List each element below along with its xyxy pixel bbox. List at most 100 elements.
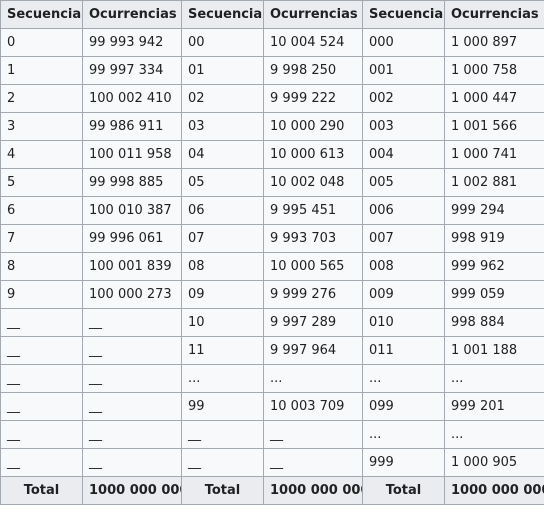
occurrences-cell: 99 997 334 — [82, 56, 182, 85]
sequence-cell: 08 — [181, 252, 264, 281]
table-row: __ __............ — [0, 364, 544, 393]
occurrences-cell: 100 000 273 — [82, 280, 182, 309]
sequence-cell: 009 — [362, 280, 445, 309]
occurrences-cell: 100 010 387 — [82, 196, 182, 225]
sequence-cell: 099 — [362, 392, 445, 421]
table-row: 0 99 993 942 00 10 004 524 000 1 000 897 — [0, 28, 544, 57]
table-row: 1 99 997 334 01 9 998 250 001 1 000 758 — [0, 56, 544, 85]
occurrences-cell: __ — [82, 420, 182, 449]
sequence-cell: __ — [0, 420, 83, 449]
occurrences-cell: 9 999 276 — [263, 280, 363, 309]
header-occurrences-3: Ocurrencias — [444, 0, 544, 29]
total-value-3: 1000 000 000 — [444, 476, 544, 505]
occurrences-cell: 1 001 188 — [444, 336, 544, 365]
sequence-cell: 2 — [0, 84, 83, 113]
occurrences-cell: 9 999 222 — [263, 84, 363, 113]
sequence-cell: __ — [0, 392, 83, 421]
total-label-1: Total — [0, 476, 83, 505]
table-row: __ __ __ __ 999 1 000 905 — [0, 448, 544, 477]
sequence-cell: 010 — [362, 308, 445, 337]
sequence-cell: 10 — [181, 308, 264, 337]
occurrences-cell: 1 001 566 — [444, 112, 544, 141]
sequence-cell: ... — [362, 420, 445, 449]
sequence-cell: 11 — [181, 336, 264, 365]
occurrences-cell: 1 000 447 — [444, 84, 544, 113]
occurrences-cell: 999 294 — [444, 196, 544, 225]
total-label-2: Total — [181, 476, 264, 505]
table-row: 9 100 000 273 09 9 999 276 009 999 059 — [0, 280, 544, 309]
sequence-cell: 02 — [181, 84, 264, 113]
occurrences-cell: ... — [444, 420, 544, 449]
sequence-cell: 006 — [362, 196, 445, 225]
sequence-cell: ... — [181, 364, 264, 393]
total-label-3: Total — [362, 476, 445, 505]
sequence-cell: 9 — [0, 280, 83, 309]
occurrences-cell: 99 996 061 — [82, 224, 182, 253]
sequence-cell: 06 — [181, 196, 264, 225]
sequence-cell: 99 — [181, 392, 264, 421]
sequence-cell: __ — [181, 420, 264, 449]
occurrences-table: Secuencia Ocurrencias Secuencia Ocurrenc… — [0, 0, 544, 505]
occurrences-cell: __ — [82, 308, 182, 337]
sequence-cell: ... — [362, 364, 445, 393]
sequence-cell: 3 — [0, 112, 83, 141]
occurrences-cell: __ — [82, 448, 182, 477]
sequence-cell: 6 — [0, 196, 83, 225]
occurrences-cell: 10 004 524 — [263, 28, 363, 57]
sequence-cell: __ — [0, 308, 83, 337]
occurrences-cell: ... — [263, 364, 363, 393]
sequence-cell: 5 — [0, 168, 83, 197]
sequence-cell: 007 — [362, 224, 445, 253]
header-sequence-3: Secuencia — [362, 0, 445, 29]
occurrences-cell: 99 993 942 — [82, 28, 182, 57]
sequence-cell: 000 — [362, 28, 445, 57]
sequence-cell: 005 — [362, 168, 445, 197]
sequence-cell: __ — [0, 364, 83, 393]
sequence-cell: 008 — [362, 252, 445, 281]
header-occurrences-2: Ocurrencias — [263, 0, 363, 29]
table-row: __ __ 99 10 003 709 099 999 201 — [0, 392, 544, 421]
table-row: __ __ 11 9 997 964 011 1 001 188 — [0, 336, 544, 365]
occurrences-cell: 1 000 758 — [444, 56, 544, 85]
occurrences-cell: 1 000 897 — [444, 28, 544, 57]
sequence-cell: 999 — [362, 448, 445, 477]
occurrences-cell: __ — [263, 448, 363, 477]
occurrences-cell: __ — [82, 392, 182, 421]
table-row: 2 100 002 410 02 9 999 222 002 1 000 447 — [0, 84, 544, 113]
occurrences-cell: 10 000 565 — [263, 252, 363, 281]
sequence-cell: 03 — [181, 112, 264, 141]
occurrences-cell: 998 919 — [444, 224, 544, 253]
occurrences-cell: 10 000 613 — [263, 140, 363, 169]
sequence-cell: 05 — [181, 168, 264, 197]
header-sequence-2: Secuencia — [181, 0, 264, 29]
occurrences-cell: 1 000 741 — [444, 140, 544, 169]
sequence-cell: 09 — [181, 280, 264, 309]
sequence-cell: __ — [181, 448, 264, 477]
total-value-2: 1000 000 000 — [263, 476, 363, 505]
table-row: 3 99 986 911 03 10 000 290 003 1 001 566 — [0, 112, 544, 141]
total-value-1: 1000 000 000 — [82, 476, 182, 505]
sequence-cell: 04 — [181, 140, 264, 169]
sequence-cell: 8 — [0, 252, 83, 281]
sequence-cell: 01 — [181, 56, 264, 85]
occurrences-cell: 999 201 — [444, 392, 544, 421]
occurrences-cell: 100 011 958 — [82, 140, 182, 169]
occurrences-cell: 100 001 839 — [82, 252, 182, 281]
occurrences-cell: 100 002 410 — [82, 84, 182, 113]
table-row: 6 100 010 387 06 9 995 451 006 999 294 — [0, 196, 544, 225]
total-row: Total 1000 000 000 Total 1000 000 000 To… — [0, 476, 544, 505]
header-row: Secuencia Ocurrencias Secuencia Ocurrenc… — [0, 0, 544, 29]
table-row: 7 99 996 061 07 9 993 703 007 998 919 — [0, 224, 544, 253]
sequence-cell: 002 — [362, 84, 445, 113]
sequence-cell: 1 — [0, 56, 83, 85]
occurrences-cell: 9 997 289 — [263, 308, 363, 337]
table-row: __ __ 10 9 997 289 010 998 884 — [0, 308, 544, 337]
occurrences-cell: 1 000 905 — [444, 448, 544, 477]
occurrences-cell: 9 993 703 — [263, 224, 363, 253]
occurrences-cell: 9 997 964 — [263, 336, 363, 365]
header-occurrences-1: Ocurrencias — [82, 0, 182, 29]
occurrences-cell: 1 002 881 — [444, 168, 544, 197]
sequence-cell: 07 — [181, 224, 264, 253]
sequence-cell: __ — [0, 336, 83, 365]
sequence-cell: 004 — [362, 140, 445, 169]
